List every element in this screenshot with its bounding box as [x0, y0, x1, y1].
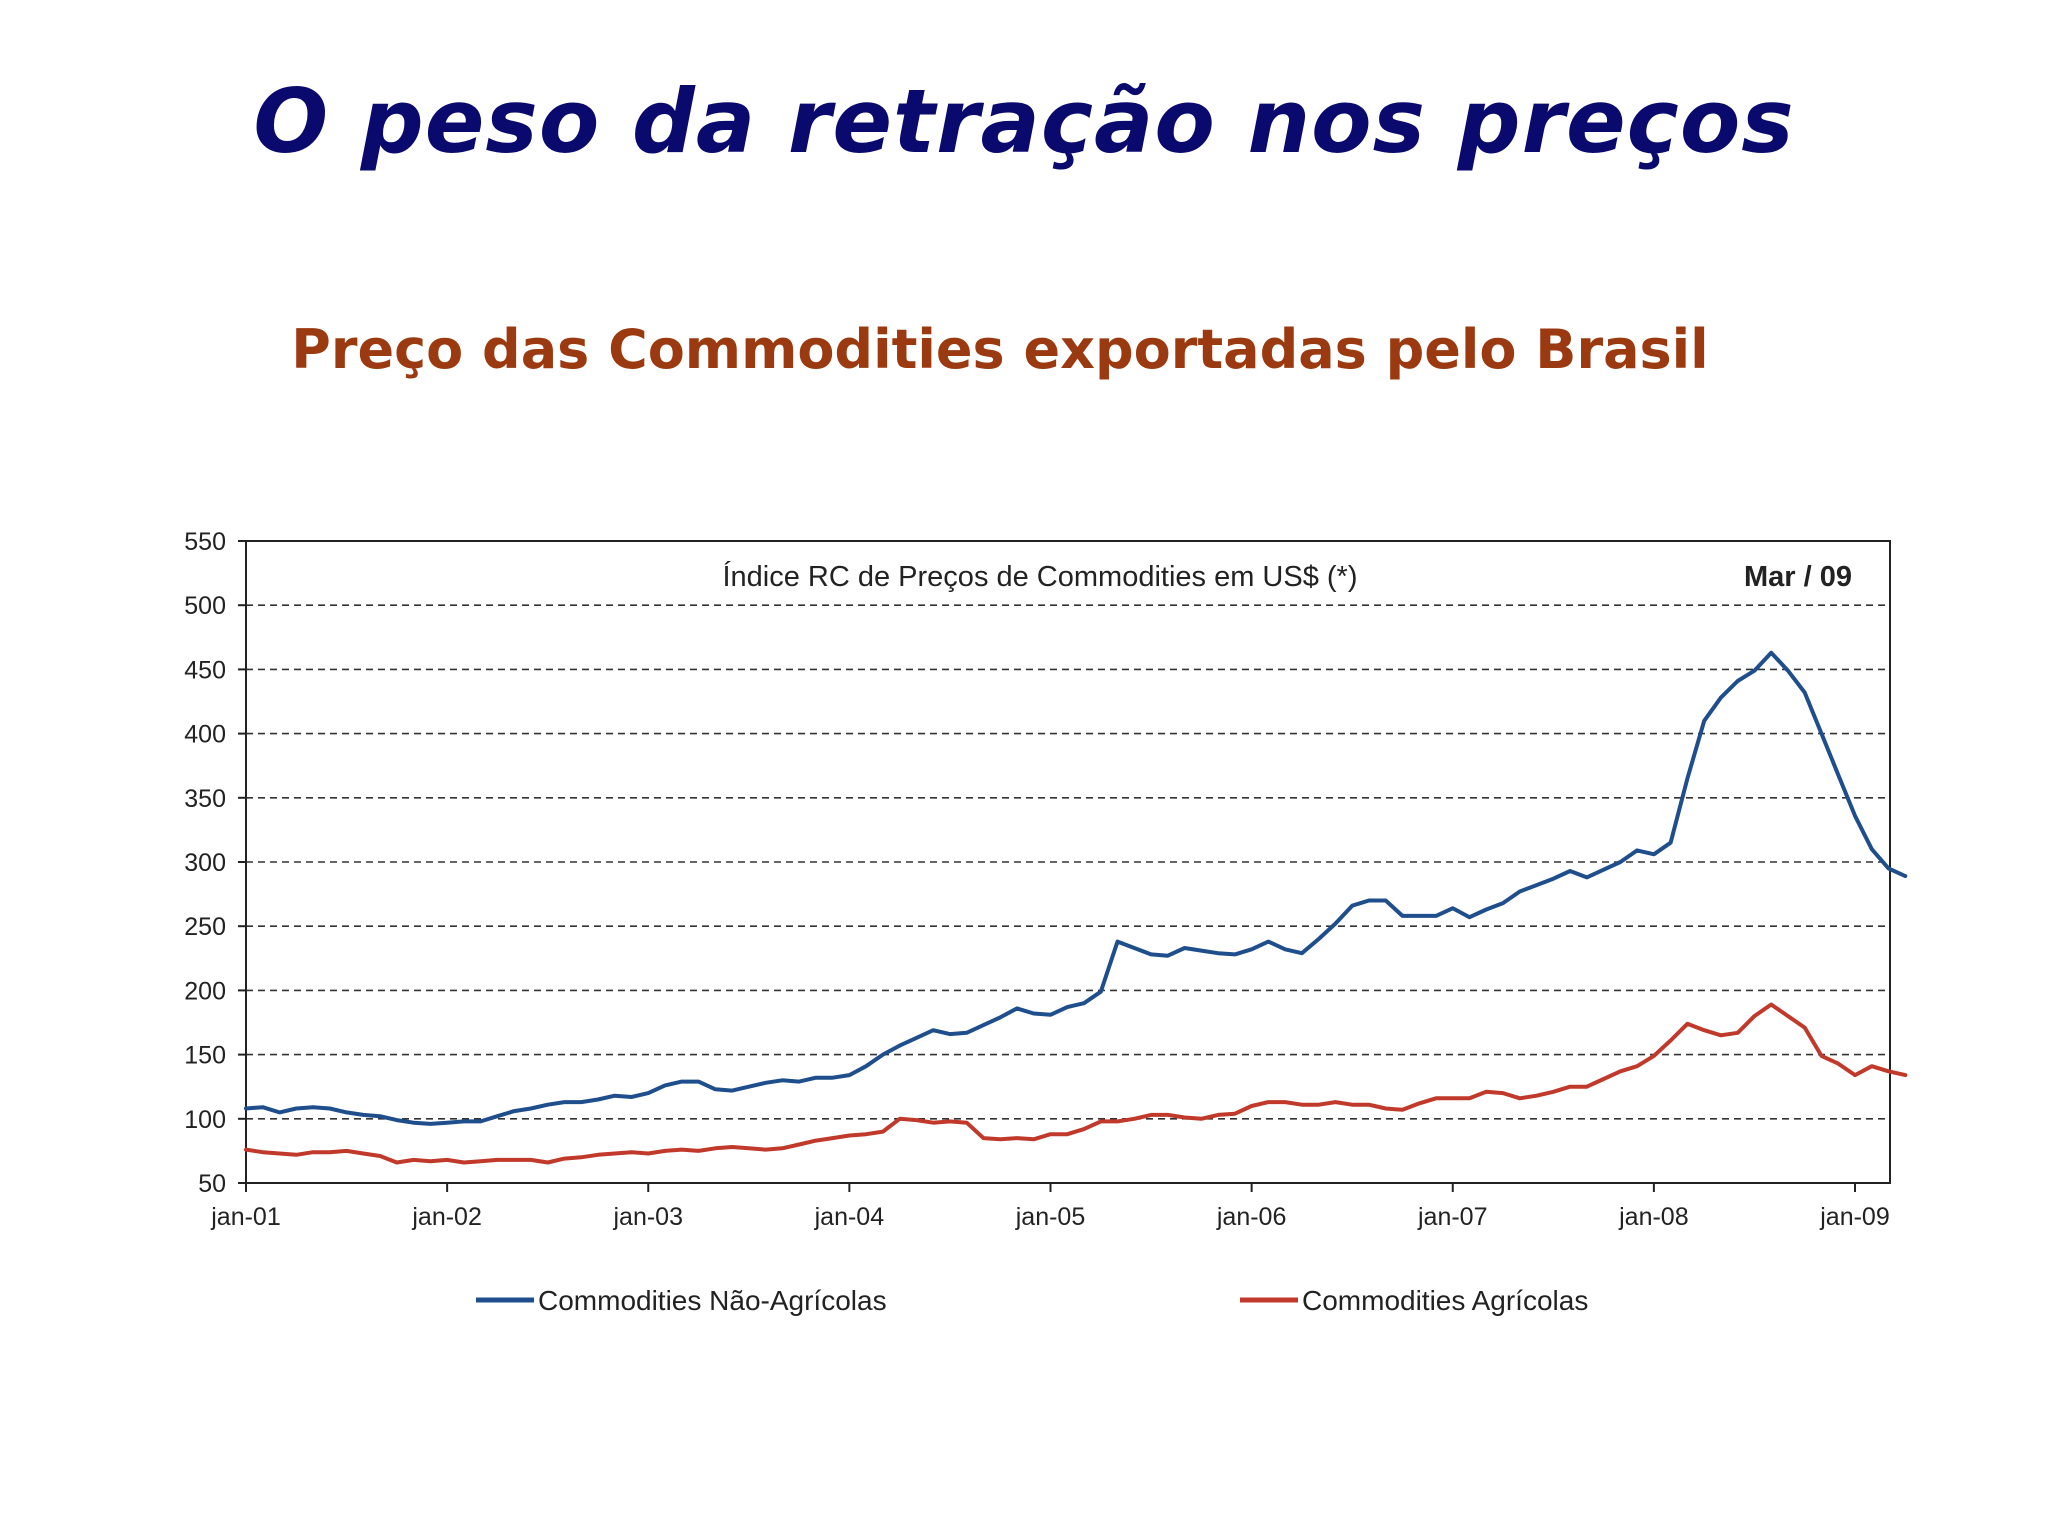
- grid-layer: [246, 604, 1890, 1120]
- x-tick-label: jan-07: [1417, 1203, 1488, 1231]
- chart-date-label: Mar / 09: [1744, 561, 1852, 593]
- x-tick-label: jan-06: [1216, 1203, 1287, 1231]
- x-tick-label: jan-09: [1819, 1203, 1890, 1231]
- legend-label: Commodities Não-Agrícolas: [538, 1285, 887, 1316]
- y-tick-label: 500: [184, 592, 226, 620]
- y-tick-label: 400: [184, 721, 226, 749]
- y-tick-label: 50: [198, 1170, 226, 1198]
- slide-title: O peso da retração nos preços: [253, 70, 1795, 173]
- x-tick-label: jan-04: [814, 1203, 885, 1231]
- legend-label: Commodities Agrícolas: [1302, 1285, 1588, 1316]
- y-tick-label: 200: [184, 977, 226, 1005]
- y-tick-label: 100: [184, 1106, 226, 1134]
- x-tick-label: jan-01: [210, 1203, 281, 1231]
- x-tick-label: jan-03: [613, 1203, 684, 1231]
- slide-subtitle: Preço das Commodities exportadas pelo Br…: [291, 318, 1709, 381]
- series-layer: [244, 650, 1908, 1165]
- y-tick-label: 250: [184, 913, 226, 941]
- y-tick-label: 550: [184, 528, 226, 556]
- x-tick-label: jan-05: [1015, 1203, 1086, 1231]
- legend: Commodities Não-Agrícolas Commodities Agr…: [476, 1285, 1588, 1316]
- x-tick-label: jan-08: [1618, 1203, 1689, 1231]
- chart-title: Índice RC de Preços de Commodities em US…: [722, 560, 1357, 593]
- x-tick-label: jan-02: [411, 1203, 482, 1231]
- y-tick-label: 350: [184, 785, 226, 813]
- y-tick-label: 150: [184, 1042, 226, 1070]
- series-line-nao-agricolas: [244, 650, 1908, 1126]
- series-line-agricolas: [244, 1002, 1908, 1165]
- axis-layer: 550 500 450 400 350 300 250 200 150 100 50 jan-01 ja…: [184, 528, 1889, 1231]
- y-tick-label: 300: [184, 849, 226, 877]
- y-tick-label: 450: [184, 656, 226, 684]
